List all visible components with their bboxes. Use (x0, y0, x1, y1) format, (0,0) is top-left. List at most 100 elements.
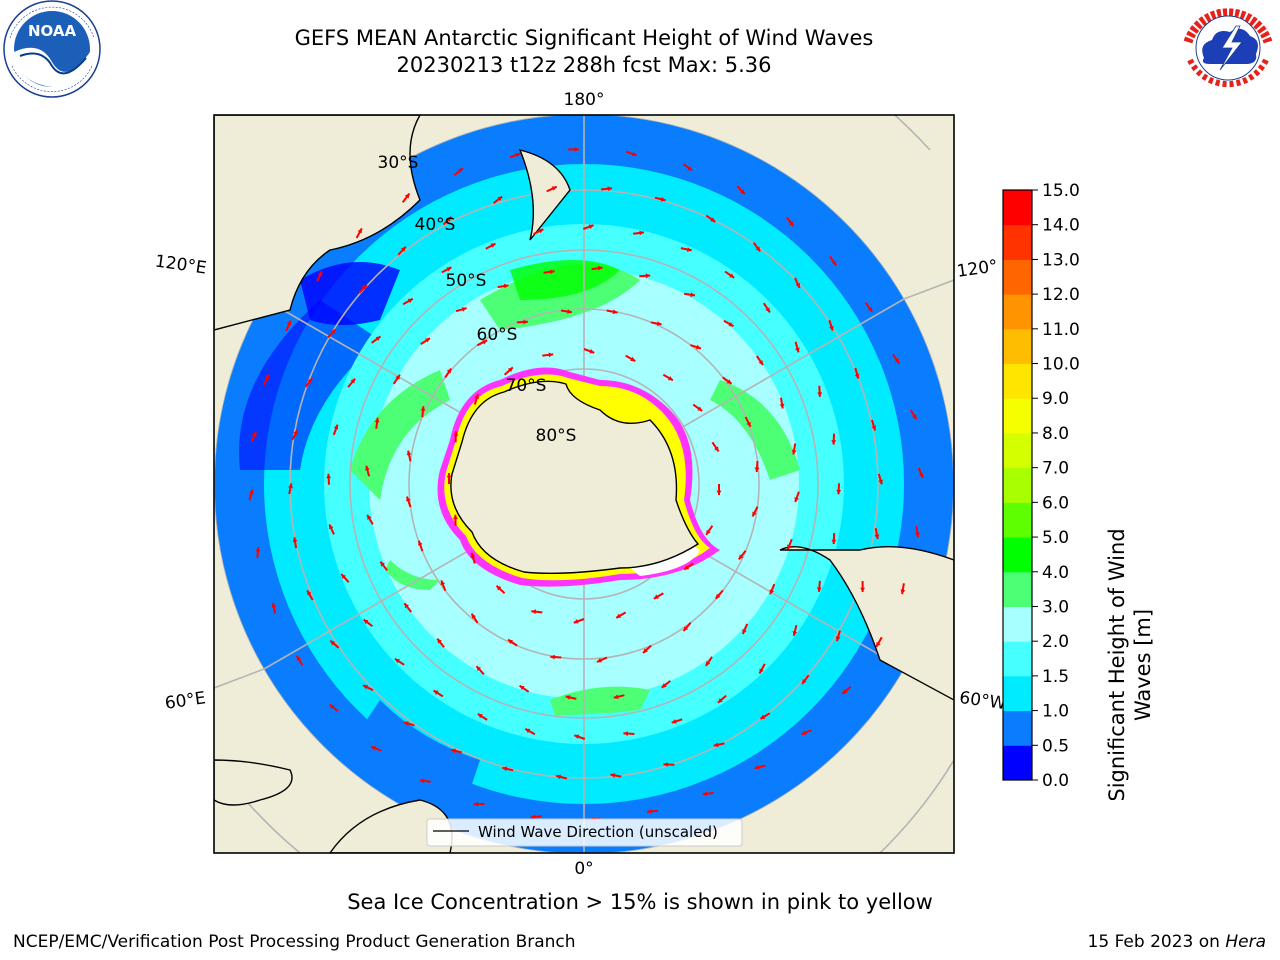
wave-arrow-head-icon (900, 589, 906, 595)
new-zealand (518, 148, 571, 241)
wave-arrow-head-icon (363, 619, 369, 625)
wave-arrow-head-icon (407, 298, 413, 304)
wave-arrow-head-icon (631, 151, 637, 157)
wave-arrow-head-icon (894, 358, 900, 364)
wave-arrow-head-icon (690, 292, 695, 298)
wave-arrow-head-icon (759, 668, 764, 674)
wave-arrow-head-icon (508, 639, 513, 644)
wave-arrow-head-icon (653, 594, 659, 599)
wave-arrow-head-icon (451, 748, 456, 754)
wave-arrow-head-icon (912, 414, 917, 420)
wave-arrow-head-icon (330, 329, 336, 335)
wave-arrow-head-icon (860, 587, 865, 592)
wave-arrow-head-icon (446, 368, 452, 374)
wave-arrow-head-icon (876, 641, 881, 647)
wave-arrow-head-icon (787, 544, 792, 550)
wave-arrow-head-icon (249, 489, 254, 495)
wave-arrow-head-icon (502, 766, 508, 772)
wave-arrow-head-icon (831, 539, 837, 545)
colorbar-tick-label: 14.0 (1042, 216, 1080, 236)
chart-subtitle-forecast: 20230213 t12z 288h fcst Max: 5.36 (396, 53, 772, 77)
wind-wave-direction-arrows (248, 147, 924, 822)
wave-arrow-head-icon (497, 196, 503, 201)
wave-arrow-head-icon (523, 319, 528, 325)
wave-arrow-head-icon (362, 284, 367, 290)
colorbar-swatch (1003, 259, 1032, 295)
lon-label-top: 180° (564, 90, 605, 110)
wave-arrow-head-icon (503, 283, 509, 289)
wave-arrow-head-icon (623, 731, 628, 736)
colorbar-tick-label: 12.0 (1042, 285, 1080, 305)
wave-arrow-head-icon (795, 347, 800, 353)
wave-arrow-head-icon (817, 392, 823, 397)
wave-arrow-head-icon (341, 574, 346, 579)
wave-arrow-head-icon (831, 440, 837, 445)
colorbar-tick-label: 9.0 (1042, 389, 1069, 409)
continents (214, 115, 954, 853)
wave-arrow-head-icon (802, 679, 807, 684)
wave-arrow-head-icon (425, 338, 430, 343)
wave-arrow-head-icon (367, 514, 372, 520)
wave-arrow-head-icon (760, 714, 766, 719)
wave-arrow-head-icon (288, 483, 293, 489)
colorbar-tick-label: 8.0 (1042, 424, 1069, 444)
wave-arrow-head-icon (696, 344, 701, 350)
colorbar-swatch (1003, 606, 1032, 642)
wave-arrow-head-icon (639, 230, 644, 236)
wave-arrow-head-icon (326, 473, 331, 479)
wave-arrow-head-icon (477, 713, 483, 719)
wave-arrow-head-icon (525, 728, 531, 734)
wave-arrow-head-icon (271, 602, 277, 608)
wave-arrow-head-icon (867, 306, 873, 312)
sea-ice-note: Sea Ice Concentration > 15% is shown in … (347, 890, 933, 914)
wave-arrow-head-icon (255, 547, 261, 552)
wave-arrow-head-icon (394, 658, 400, 664)
wave-arrow-head-icon (706, 529, 711, 535)
wave-arrow-head-icon (317, 271, 323, 277)
wave-arrow-head-icon (758, 360, 763, 366)
lat-label-30s: 30°S (378, 153, 419, 173)
wave-arrow-head-icon (401, 246, 406, 252)
map-frame (213, 114, 955, 854)
wave-arrow-head-icon (836, 489, 842, 495)
footer-date: 15 Feb 2023 on Hera (1088, 932, 1266, 952)
wave-arrow-head-icon (788, 221, 794, 227)
wave-arrow-head-icon (333, 424, 339, 430)
colorbar-swatch (1003, 641, 1032, 677)
wave-arrow-head-icon (446, 267, 452, 272)
wave-arrow-head-icon (286, 320, 292, 326)
wave-arrow-head-icon (470, 552, 476, 558)
wave-arrow-head-icon (476, 666, 482, 672)
wave-arrow-head-icon (567, 309, 572, 314)
colorbar-tick-label: 7.0 (1042, 459, 1069, 479)
wave-arrow-head-icon (713, 742, 719, 748)
wave-arrow-head-icon (779, 403, 785, 409)
wave-arrow-head-icon (307, 590, 312, 596)
wave-arrow-head-icon (740, 189, 745, 195)
wave-arrow-head-icon (612, 309, 618, 315)
colorbar-tick-label: 2.0 (1042, 632, 1069, 652)
wave-arrow-head-icon (746, 421, 751, 427)
map-legend: Wind Wave Direction (unscaled) (426, 818, 743, 847)
footer-branch: NCEP/EMC/Verification Post Processing Pr… (13, 932, 576, 952)
wave-arrow-head-icon (307, 378, 313, 384)
wave-arrow-head-icon (574, 734, 580, 739)
wave-arrow-head-icon (375, 336, 381, 341)
wave-arrow-head-icon (530, 814, 536, 820)
wave-arrow-head-icon (573, 619, 579, 624)
lon-label-upper-left: 120°E (154, 252, 208, 279)
wave-arrow-head-icon (643, 648, 648, 653)
wave-arrow-head-icon (687, 166, 693, 171)
wave-arrow-head-icon (663, 762, 668, 767)
wave-arrow-head-icon (616, 613, 622, 618)
colorbar-tick-label: 1.0 (1042, 702, 1069, 722)
wave-arrow-head-icon (667, 376, 673, 381)
colorbar-tick-label: 11.0 (1042, 320, 1080, 340)
wave-arrow-head-icon (769, 589, 775, 595)
wave-arrow-head-icon (293, 430, 298, 436)
wave-arrow-head-icon (645, 273, 651, 279)
wave-arrow-head-icon (792, 631, 798, 636)
colorbar-tick-label: 5.0 (1042, 528, 1069, 548)
wave-arrow-head-icon (404, 193, 410, 199)
